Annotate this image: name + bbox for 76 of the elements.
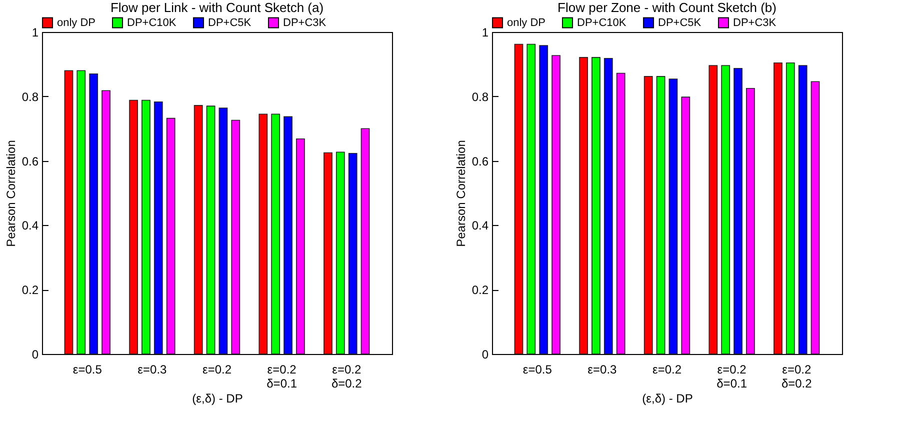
bar — [89, 73, 98, 354]
bar — [539, 45, 548, 354]
bar — [552, 55, 560, 354]
y-tick-label: 0.4 — [22, 218, 39, 233]
bar — [668, 78, 678, 354]
x-axis-title: (ε,δ) - DP — [642, 392, 693, 406]
bar — [64, 70, 74, 354]
x-axis-title: (ε,δ) - DP — [192, 392, 243, 406]
bar — [142, 100, 150, 354]
legend-label: DP+C3K — [733, 16, 777, 29]
bar — [526, 44, 536, 354]
bar — [296, 138, 305, 354]
bar — [721, 65, 730, 354]
legend-label: only DP — [57, 16, 96, 29]
legend-label: DP+C10K — [577, 16, 627, 29]
y-tick-label: 1 — [32, 26, 39, 40]
legend-label: DP+C5K — [658, 16, 702, 29]
legend-label: DP+C10K — [127, 16, 177, 29]
bar — [348, 152, 358, 354]
bar — [734, 68, 742, 354]
y-tick-label: 0 — [32, 348, 39, 362]
x-tick-label: ε=0.5 — [72, 362, 102, 376]
y-axis-title: Pearson Correlation — [4, 140, 18, 247]
bar — [798, 65, 808, 354]
x-tick-label: ε=0.2 — [202, 362, 232, 376]
bar — [284, 116, 292, 354]
bar — [324, 152, 332, 354]
bar — [604, 58, 613, 354]
bar — [231, 120, 240, 354]
y-tick-label: 0.6 — [472, 154, 489, 168]
y-tick-label: 0.2 — [22, 283, 39, 298]
bar — [774, 62, 782, 354]
bar — [708, 65, 718, 354]
x-tick-label: ε=0.2 δ=0.2 — [331, 362, 362, 390]
x-tick-label: ε=0.3 — [588, 362, 618, 376]
chart-title: Flow per Zone - with Count Sketch (b) — [558, 0, 776, 15]
x-tick-label: ε=0.5 — [522, 362, 552, 376]
legend-label: only DP — [507, 16, 546, 29]
bar — [786, 62, 795, 354]
bar — [76, 70, 86, 354]
bar — [129, 100, 138, 354]
bar — [271, 114, 280, 354]
x-tick-label: ε=0.2 δ=0.1 — [266, 362, 298, 390]
legend-label: DP+C5K — [208, 16, 252, 29]
chart-title: Flow per Link - with Count Sketch (a) — [110, 0, 324, 15]
bar — [514, 44, 524, 354]
bar — [258, 114, 268, 354]
bar — [102, 90, 110, 354]
bar — [616, 72, 626, 354]
bar — [206, 106, 216, 354]
bar — [746, 88, 755, 354]
y-tick-label: 1 — [482, 26, 489, 40]
x-tick-label: ε=0.3 — [138, 362, 168, 376]
y-tick-label: 0.8 — [22, 90, 39, 104]
x-tick-label: ε=0.2 — [652, 362, 682, 376]
y-tick-label: 0 — [482, 348, 489, 362]
y-tick-label: 0.8 — [472, 90, 489, 104]
y-tick-label: 0.2 — [472, 283, 489, 298]
bar — [218, 108, 228, 354]
legend-label: DP+C3K — [283, 16, 327, 29]
bar — [166, 118, 176, 354]
bar — [194, 105, 203, 354]
bar — [336, 152, 345, 354]
y-tick-label: 0.4 — [472, 218, 489, 233]
bar — [810, 81, 820, 354]
bar — [656, 76, 666, 354]
y-tick-label: 0.6 — [22, 154, 39, 168]
x-tick-label: ε=0.2 δ=0.1 — [716, 362, 748, 390]
bar — [681, 96, 690, 354]
bar — [579, 57, 588, 354]
y-axis-title: Pearson Correlation — [454, 140, 468, 247]
bar — [592, 57, 600, 354]
x-tick-label: ε=0.2 δ=0.2 — [781, 362, 812, 390]
bar — [360, 128, 370, 354]
bar — [154, 101, 163, 354]
bar — [644, 76, 653, 354]
